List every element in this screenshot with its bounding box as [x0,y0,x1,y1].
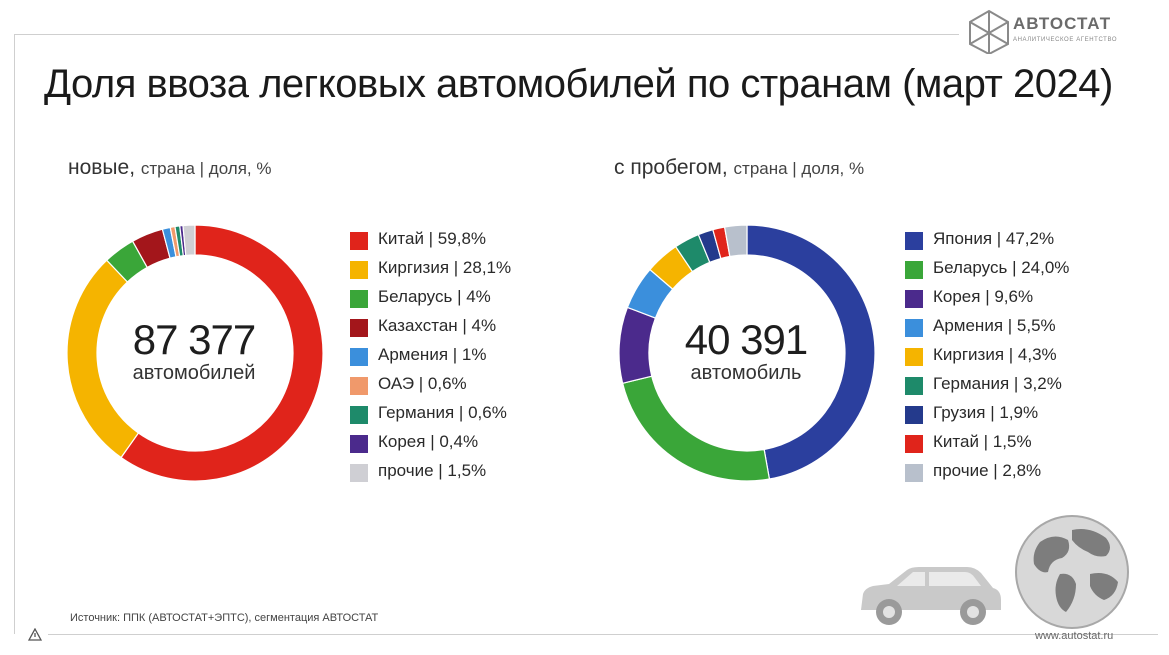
legend-swatch [905,348,923,366]
donut-slice [120,224,324,482]
legend-label: Корея | 0,4% [378,432,479,451]
autostat-logo-icon [969,9,1009,54]
legend-swatch [905,290,923,308]
legend-swatch [905,319,923,337]
legend-label: Беларусь | 24,0% [933,258,1070,277]
legend-swatch [905,377,923,395]
legend-label: Армения | 1% [378,345,487,364]
subtitle-rest: страна | доля, % [733,159,865,178]
donut-chart-used [618,224,876,482]
page-title: Доля ввоза легковых автомобилей по стран… [44,62,1113,106]
donut-center-new: 87 377 автомобилей [104,316,284,385]
legend-swatch [350,377,368,395]
legend-label: Армения | 5,5% [933,316,1056,335]
donut-slice [182,224,196,257]
car-icon [861,567,1001,625]
legend-label: Германия | 3,2% [933,374,1062,393]
legend-label: Киргизия | 4,3% [933,345,1057,364]
legend-label: Грузия | 1,9% [933,403,1039,422]
legend-swatch [905,464,923,482]
legend-swatch [905,406,923,424]
legend-swatch [350,435,368,453]
donut-slice [723,224,748,258]
legend-label: Китай | 59,8% [378,229,487,248]
legend-swatch [350,319,368,337]
legend-swatch [905,261,923,279]
donut-center-used: 40 391 автомобиль [656,316,836,385]
donut-slice [621,375,771,482]
legend-swatch [350,232,368,250]
subtitle-main: новые, [68,156,136,179]
source-note: Источник: ППК (АВТОСТАТ+ЭПТС), сегментац… [70,612,379,624]
brand-tagline: АНАЛИТИЧЕСКОЕ АГЕНТСТВО [1013,37,1118,43]
legend-swatch [350,290,368,308]
legend-label: ОАЭ | 0,6% [378,374,467,393]
frame-line-bottom [48,634,1158,635]
frame-line-top [14,34,959,35]
frame-line-left [14,34,15,634]
total-count: 40 391 [684,316,808,363]
subtitle-rest: страна | доля, % [140,159,272,178]
donut-slice [746,224,876,480]
chart-subtitle-new: новые, страна | доля, % [68,156,271,180]
legend-label: Япония | 47,2% [933,229,1055,248]
legend-label: Китай | 1,5% [933,432,1032,451]
total-count: 87 377 [132,316,256,363]
legend-label: Беларусь | 4% [378,287,491,306]
legend-swatch [905,232,923,250]
legend-swatch [350,348,368,366]
legend-swatch [350,464,368,482]
legend-swatch [905,435,923,453]
warning-triangle-icon [28,628,42,641]
legend-label: Германия | 0,6% [378,403,507,422]
donut-chart-new [66,224,324,482]
brand-name: АВТОСТАТ [1013,14,1112,33]
legend-label: прочие | 2,8% [933,461,1042,480]
chart-subtitle-used: с пробегом, страна | доля, % [614,156,864,180]
total-unit: автомобилей [132,362,256,384]
globe-icon [1015,515,1129,629]
legend-label: прочие | 1,5% [378,461,487,480]
subtitle-main: с пробегом, [614,156,728,179]
legend-label: Казахстан | 4% [378,316,497,335]
legend-label: Корея | 9,6% [933,287,1034,306]
site-url[interactable]: www.autostat.ru [1035,630,1114,642]
donut-slice [618,306,657,384]
total-unit: автомобиль [690,362,802,384]
legend-swatch [350,261,368,279]
legend-swatch [350,406,368,424]
legend-label: Киргизия | 28,1% [378,258,512,277]
